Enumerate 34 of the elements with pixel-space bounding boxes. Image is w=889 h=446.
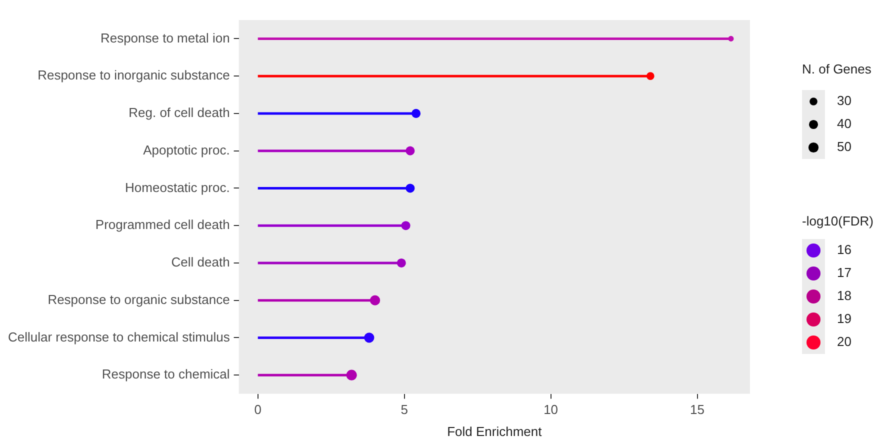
y-tick-label: Reg. of cell death bbox=[128, 105, 230, 120]
color-bar-label: 16 bbox=[837, 242, 852, 258]
point bbox=[401, 221, 410, 230]
y-tick-label: Cell death bbox=[171, 254, 230, 270]
y-tick-label: Programmed cell death bbox=[95, 217, 230, 232]
y-tick-label: Apoptotic proc. bbox=[143, 142, 230, 158]
point bbox=[364, 332, 374, 343]
color-bar-label: 18 bbox=[837, 288, 852, 304]
x-axis-title: Fold Enrichment bbox=[447, 424, 542, 439]
point bbox=[396, 258, 406, 268]
legend-label: 40 bbox=[837, 116, 852, 132]
legend-label: 30 bbox=[837, 93, 852, 108]
point bbox=[646, 72, 654, 80]
y-tick-label: Cellular response to chemical stimulus bbox=[8, 329, 230, 344]
x-tick-label: 15 bbox=[690, 402, 705, 418]
point bbox=[370, 295, 380, 306]
point bbox=[406, 146, 415, 156]
x-tick-label: 5 bbox=[400, 402, 408, 418]
y-tick-label: Homeostatic proc. bbox=[125, 180, 230, 195]
y-tick-label: Response to organic substance bbox=[48, 292, 230, 307]
legend-title: N. of Genes bbox=[802, 62, 872, 77]
y-tick-label: Response to metal ion bbox=[100, 30, 230, 46]
x-tick-label: 0 bbox=[254, 402, 262, 418]
legend-label: 50 bbox=[837, 139, 852, 154]
point bbox=[412, 108, 421, 118]
point bbox=[346, 370, 357, 380]
color-bar-label: 19 bbox=[837, 311, 852, 326]
x-tick-label: 10 bbox=[544, 402, 558, 418]
y-tick-label: Response to inorganic substance bbox=[38, 68, 230, 83]
y-tick-label: Response to chemical bbox=[102, 366, 230, 382]
color-bar-label: 20 bbox=[837, 334, 852, 350]
color-bar-label: 17 bbox=[837, 265, 852, 280]
color-bar-title: -log10(FDR) bbox=[802, 214, 874, 229]
point bbox=[406, 184, 415, 193]
